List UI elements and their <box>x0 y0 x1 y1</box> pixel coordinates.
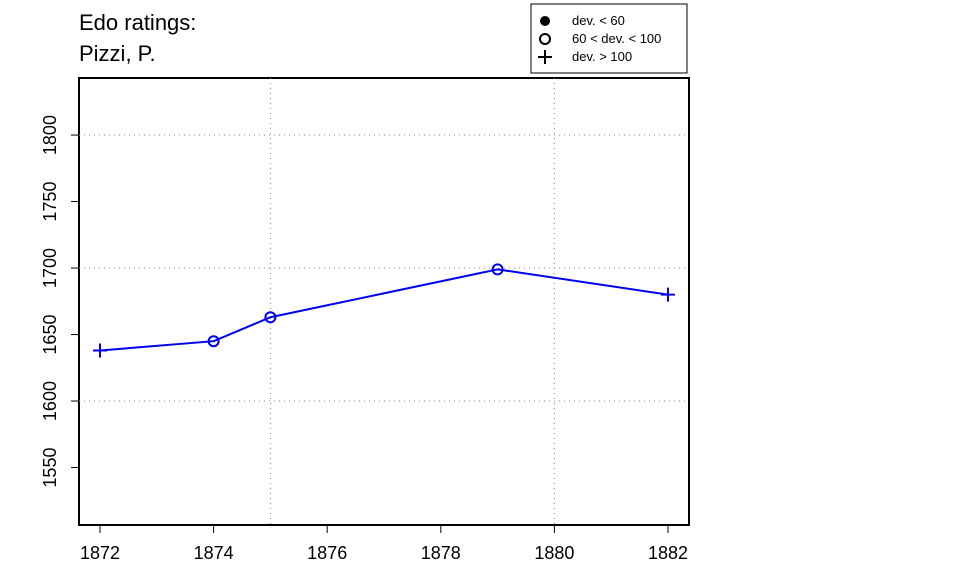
legend-label: 60 < dev. < 100 <box>572 31 661 46</box>
y-tick-label: 1750 <box>40 182 60 222</box>
legend-label: dev. > 100 <box>572 49 632 64</box>
data-point <box>264 311 277 324</box>
data-point <box>660 287 675 302</box>
legend-label: dev. < 60 <box>572 13 625 28</box>
x-tick-label: 1880 <box>534 543 574 563</box>
chart-title: Pizzi, P. <box>79 41 156 66</box>
chart-title: Edo ratings: <box>79 10 196 35</box>
x-tick-label: 1872 <box>80 543 120 563</box>
data-point <box>491 263 504 276</box>
legend-box <box>530 3 688 74</box>
line <box>99 268 669 352</box>
x-tick-label: 1878 <box>421 543 461 563</box>
x-tick-label: 1882 <box>648 543 688 563</box>
data-point <box>207 335 220 348</box>
legend-marker <box>540 16 550 26</box>
y-tick-label: 1600 <box>40 381 60 421</box>
plot-frame <box>78 77 690 526</box>
x-tick-label: 1874 <box>194 543 234 563</box>
data-point <box>93 343 108 358</box>
y-tick-label: 1800 <box>40 115 60 155</box>
legend-marker <box>539 33 551 45</box>
legend-marker <box>538 50 552 64</box>
y-tick-label: 1650 <box>40 315 60 355</box>
y-tick-label: 1700 <box>40 248 60 288</box>
x-tick-label: 1876 <box>307 543 347 563</box>
y-tick-label: 1550 <box>40 448 60 488</box>
